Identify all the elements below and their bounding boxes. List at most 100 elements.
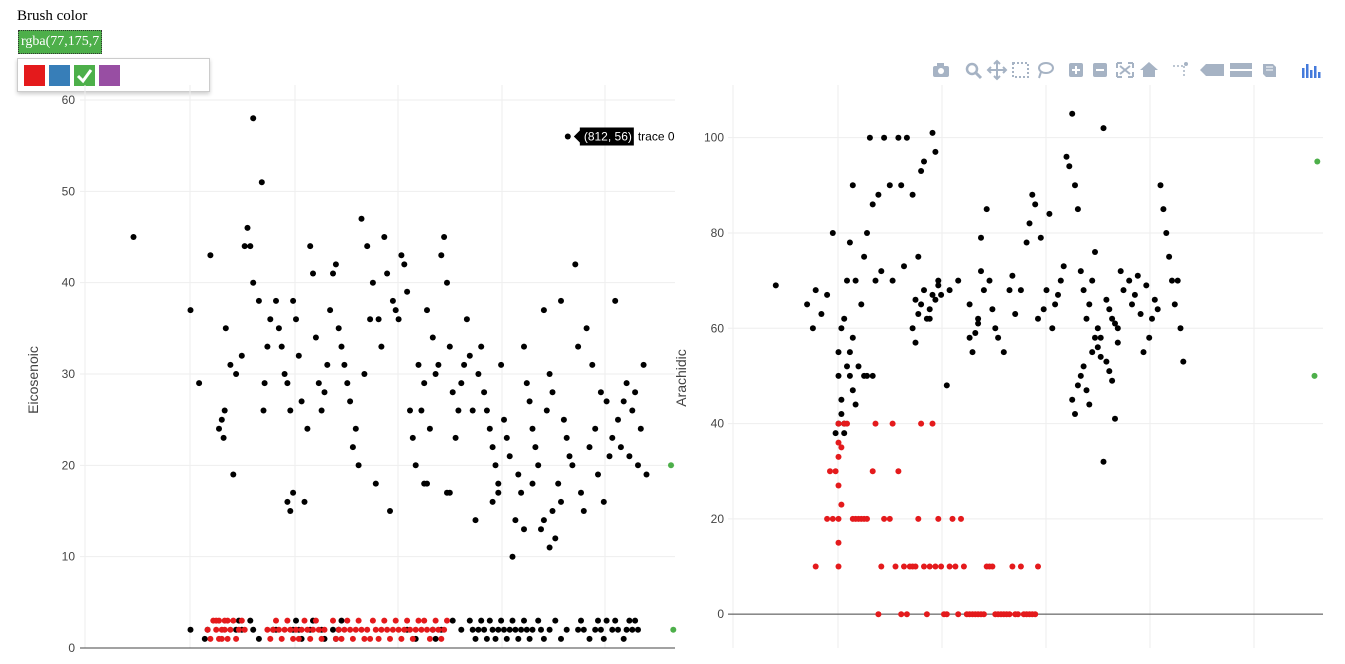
scatter-point-black[interactable] — [1080, 287, 1087, 294]
scatter-point-black[interactable] — [1129, 301, 1135, 308]
scatter-point-black[interactable] — [1160, 206, 1167, 213]
scatter-point-black[interactable] — [1089, 277, 1096, 284]
scatter-point-black[interactable] — [1177, 325, 1184, 332]
scatter-point-black[interactable] — [772, 282, 779, 289]
scatter-point-black[interactable] — [975, 320, 982, 327]
scatter-point-black[interactable] — [1057, 277, 1064, 284]
scatter-point-black[interactable] — [915, 253, 922, 260]
scatter-point-black[interactable] — [532, 444, 539, 451]
scatter-point-black[interactable] — [461, 361, 468, 368]
scatter-point-black[interactable] — [901, 263, 907, 270]
scatter-point-black[interactable] — [1120, 287, 1127, 294]
scatter-point-black[interactable] — [1137, 311, 1144, 317]
scatter-point-black[interactable] — [569, 462, 576, 469]
scatter-point-red[interactable] — [898, 611, 905, 618]
scatter-point-red[interactable] — [321, 626, 328, 633]
scatter-point-black[interactable] — [512, 517, 519, 524]
scatter-point-green[interactable] — [668, 462, 674, 469]
scatter-point-black[interactable] — [1092, 334, 1098, 341]
scatter-point-black[interactable] — [929, 129, 936, 136]
scatter-point-black[interactable] — [975, 315, 982, 322]
scatter-point-red[interactable] — [407, 626, 413, 633]
scatter-point-red[interactable] — [312, 617, 319, 624]
hover-compare-icon[interactable] — [1228, 58, 1254, 82]
scatter-point-black[interactable] — [909, 191, 916, 198]
scatter-point-black[interactable] — [498, 361, 505, 368]
scatter-point-black[interactable] — [586, 444, 593, 451]
scatter-point-black[interactable] — [1126, 277, 1133, 284]
scatter-point-black[interactable] — [429, 334, 436, 341]
scatter-point-black[interactable] — [347, 398, 354, 405]
scatter-point-red[interactable] — [892, 563, 899, 570]
scatter-point-red[interactable] — [204, 626, 211, 633]
scatter-point-black-low[interactable] — [635, 626, 641, 633]
scatter-point-black[interactable] — [846, 372, 853, 379]
scatter-point-black[interactable] — [1072, 411, 1078, 417]
scatter-point-black[interactable] — [564, 133, 571, 140]
scatter-point-black[interactable] — [1097, 353, 1104, 360]
scatter-point-black[interactable] — [435, 361, 442, 368]
scatter-point-black[interactable] — [352, 425, 359, 432]
scatter-point-red[interactable] — [1015, 611, 1021, 618]
scatter-point-black[interactable] — [912, 296, 919, 303]
swatch-green-selected[interactable] — [74, 65, 95, 86]
scatter-point-red[interactable] — [398, 635, 405, 642]
scatter-point-red[interactable] — [273, 617, 279, 624]
scatter-point-black[interactable] — [1180, 358, 1187, 365]
scatter-point-black[interactable] — [407, 407, 413, 414]
scatter-point-red[interactable] — [284, 617, 291, 624]
scatter-point-red[interactable] — [421, 617, 428, 624]
scatter-point-black[interactable] — [632, 389, 639, 396]
scatter-point-black[interactable] — [597, 389, 604, 396]
scatter-point-black-low[interactable] — [338, 617, 345, 624]
scatter-point-black[interactable] — [521, 526, 527, 533]
scatter-point-black-low[interactable] — [592, 626, 599, 633]
scatter-point-black[interactable] — [1140, 349, 1147, 356]
scatter-point-black[interactable] — [921, 287, 927, 294]
scatter-point-black[interactable] — [866, 134, 873, 141]
scatter-point-black[interactable] — [1055, 291, 1061, 298]
scatter-point-red[interactable] — [341, 626, 348, 633]
scatter-point-black[interactable] — [1029, 191, 1036, 198]
scatter-point-red[interactable] — [923, 611, 930, 618]
scatter-point-black[interactable] — [1094, 344, 1101, 351]
scatter-point-red[interactable] — [412, 626, 419, 633]
scatter-point-black[interactable] — [926, 306, 933, 313]
scatter-point-red[interactable] — [275, 626, 282, 633]
scatter-point-black[interactable] — [1052, 301, 1059, 308]
scatter-point-black[interactable] — [441, 234, 448, 240]
scatter-point-red[interactable] — [293, 626, 299, 633]
scatter-point-red[interactable] — [435, 626, 442, 633]
scatter-point-black-low[interactable] — [600, 635, 607, 642]
scatter-point-green[interactable] — [1314, 158, 1321, 165]
scatter-point-red[interactable] — [224, 617, 231, 624]
scatter-point-black-low[interactable] — [478, 617, 485, 624]
scatter-point-black[interactable] — [1100, 125, 1107, 132]
plotly-logo-icon[interactable] — [1298, 58, 1321, 82]
scatter-point-red[interactable] — [426, 635, 433, 642]
scatter-point-black[interactable] — [395, 316, 402, 323]
scatter-point-black[interactable] — [284, 380, 291, 387]
scatter-point-red[interactable] — [238, 617, 245, 624]
scatter-point-black[interactable] — [869, 201, 876, 208]
scatter-point-red[interactable] — [404, 617, 411, 624]
scatter-point-black[interactable] — [241, 243, 248, 250]
scatter-point-black[interactable] — [861, 253, 868, 260]
scatter-point-black-low[interactable] — [535, 617, 542, 624]
scatter-point-black[interactable] — [389, 297, 396, 304]
scatter-point-black-low[interactable] — [503, 635, 510, 642]
scatter-point-black-low[interactable] — [472, 635, 479, 642]
scatter-point-black[interactable] — [509, 553, 516, 560]
scatter-point-black[interactable] — [1083, 387, 1090, 394]
scatter-point-black[interactable] — [943, 382, 950, 389]
zoom-out-icon[interactable] — [1090, 58, 1112, 82]
scatter-plot-arachidic[interactable]: 0 20 40 60 80 100 Arachidic — [673, 85, 1323, 648]
scatter-point-black[interactable] — [855, 363, 862, 370]
scatter-point-black[interactable] — [1166, 253, 1173, 260]
scatter-point-black[interactable] — [606, 453, 613, 460]
scatter-point-green[interactable] — [670, 626, 677, 633]
scatter-point-red[interactable] — [878, 563, 885, 570]
scatter-point-red[interactable] — [298, 626, 305, 633]
scatter-point-black[interactable] — [623, 380, 630, 387]
scatter-point-black-low[interactable] — [580, 626, 587, 633]
